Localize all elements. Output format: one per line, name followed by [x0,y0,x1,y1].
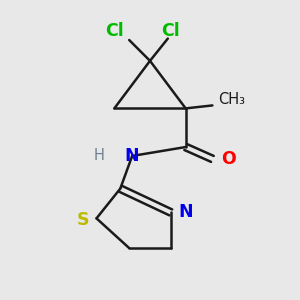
Text: Cl: Cl [161,22,180,40]
Text: CH₃: CH₃ [218,92,245,107]
Text: Cl: Cl [105,22,124,40]
Text: H: H [94,148,105,164]
Text: S: S [76,211,89,229]
Text: N: N [178,203,193,221]
Text: N: N [125,147,140,165]
Text: O: O [221,150,236,168]
